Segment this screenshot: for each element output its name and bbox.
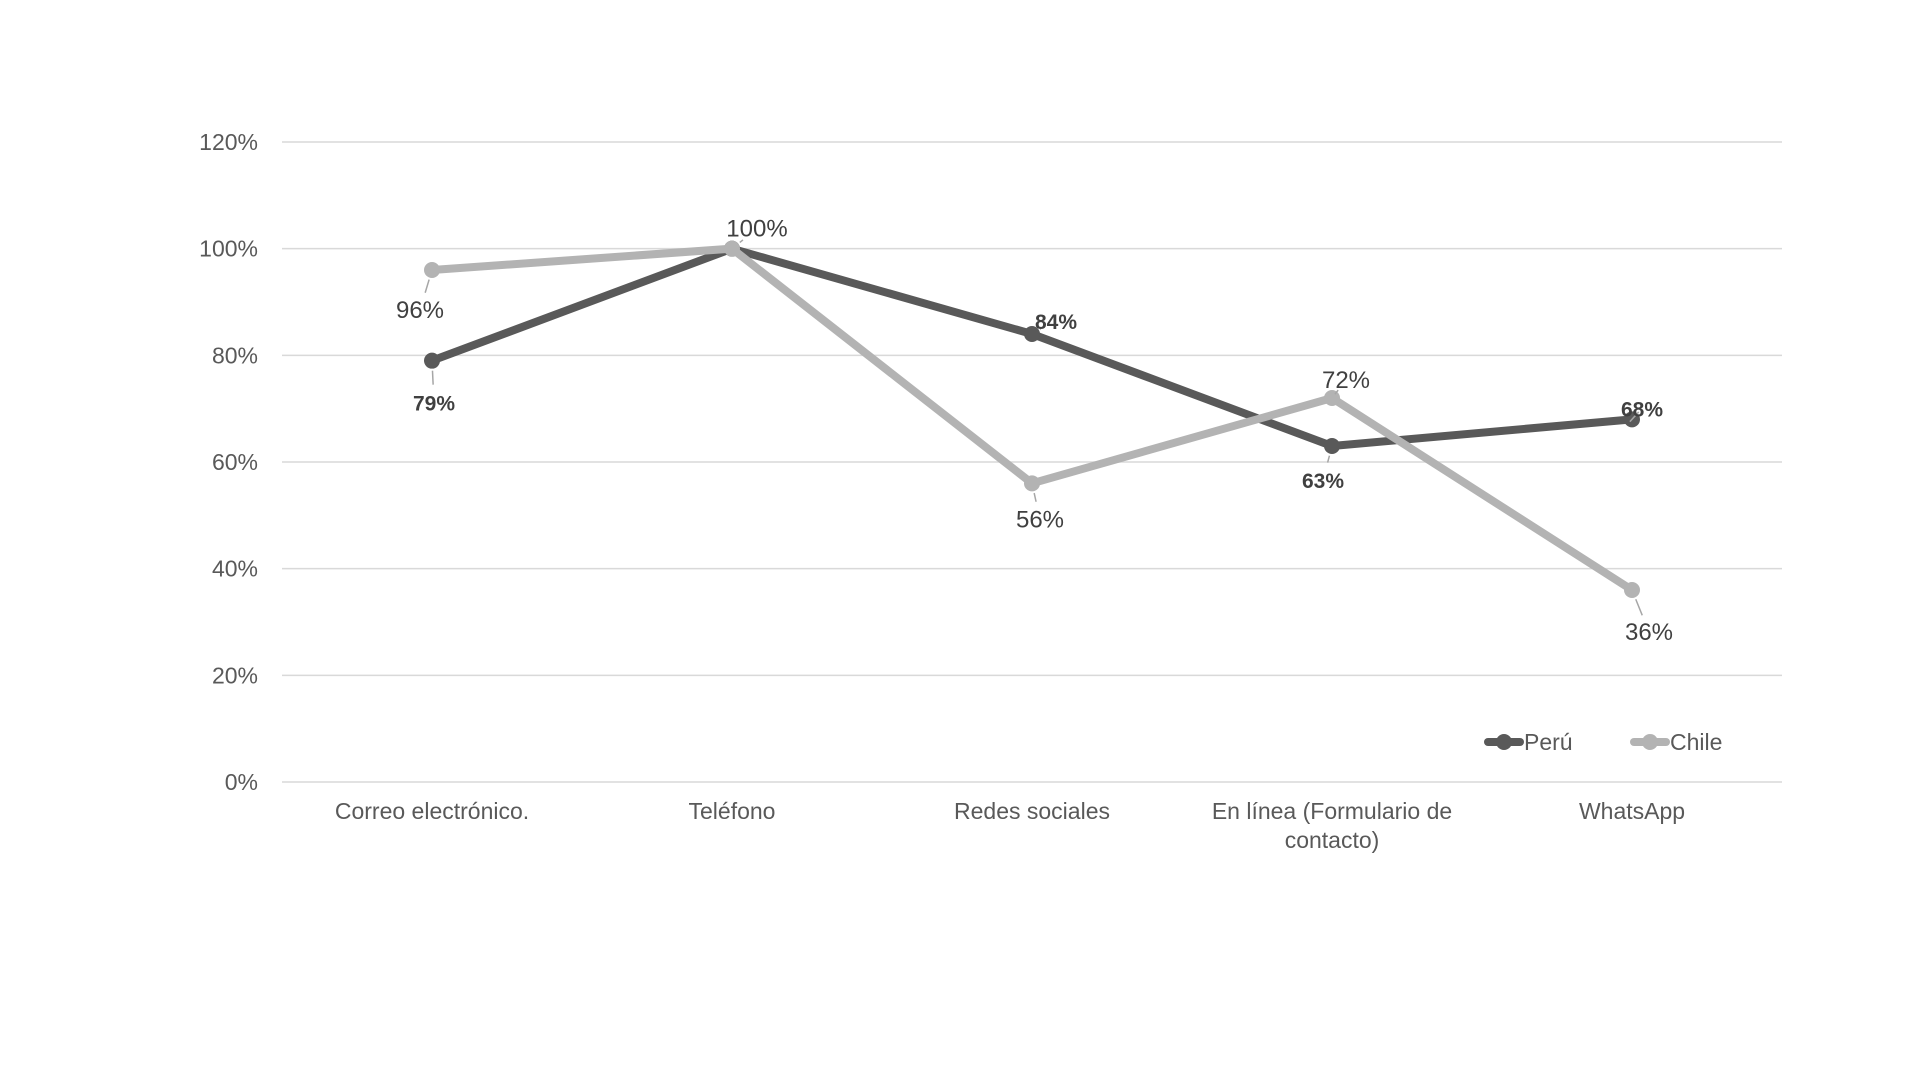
series-line — [428, 244, 1636, 450]
data-label-leader — [431, 370, 434, 385]
y-axis-tick-labels: 0% 20% 40% 60% 80% 100% 120% — [199, 129, 258, 795]
y-tick-label: 20% — [212, 662, 258, 688]
data-label: 63% — [1302, 470, 1344, 493]
data-point — [1324, 438, 1340, 454]
series-chile — [424, 240, 1640, 598]
data-point — [724, 240, 740, 257]
legend-label: Perú — [1524, 729, 1573, 755]
data-label-leader — [1033, 492, 1037, 502]
legend-item-peru: Perú — [1484, 729, 1573, 755]
data-label: 72% — [1322, 367, 1370, 394]
gridlines — [282, 141, 1782, 783]
data-label: 56% — [1016, 506, 1064, 533]
data-label: 96% — [396, 297, 444, 324]
data-label-leader — [1326, 455, 1331, 463]
data-point — [1024, 475, 1040, 492]
legend-label: Chile — [1670, 729, 1722, 755]
data-label: 79% — [413, 393, 455, 416]
y-tick-label: 0% — [225, 769, 258, 795]
y-tick-label: 120% — [199, 129, 258, 155]
series-lines — [424, 240, 1640, 598]
legend: Perú Chile — [1484, 729, 1722, 755]
data-point — [424, 262, 440, 278]
data-label-leader — [739, 239, 744, 244]
data-label-leader — [1334, 389, 1339, 395]
data-labels: 79% 84% 63% 68% 96% 100% 56% 72% 36% — [396, 216, 1673, 646]
data-label-leaders — [424, 239, 1643, 616]
x-axis-category-labels: Correo electrónico. Teléfono Redes sociale… — [335, 798, 1685, 853]
legend-item-chile: Chile — [1630, 729, 1722, 755]
y-tick-label: 80% — [212, 342, 258, 368]
x-category-label: WhatsApp — [1579, 798, 1685, 824]
data-point — [1624, 582, 1640, 598]
data-label-leader — [1629, 411, 1640, 423]
data-label: 68% — [1621, 398, 1663, 421]
x-category-label: Correo electrónico. — [335, 798, 529, 824]
legend-marker-swatch — [1642, 734, 1658, 750]
x-category-label: Teléfono — [689, 798, 776, 824]
data-label-leader — [1635, 598, 1643, 616]
data-point — [424, 352, 440, 369]
x-category-label: En línea (Formulario de contacto) — [1212, 798, 1452, 853]
y-tick-label: 100% — [199, 236, 258, 262]
data-point — [1024, 326, 1040, 342]
y-tick-label: 60% — [212, 449, 258, 475]
legend-marker-swatch — [1496, 734, 1512, 750]
data-label: 84% — [1035, 311, 1077, 334]
data-label: 100% — [726, 216, 787, 243]
x-category-label: Redes sociales — [954, 798, 1110, 824]
data-label: 36% — [1625, 619, 1673, 646]
data-label-leader — [424, 279, 430, 293]
y-tick-label: 40% — [212, 556, 258, 582]
series-peru — [424, 240, 1640, 454]
series-line — [428, 244, 1636, 594]
